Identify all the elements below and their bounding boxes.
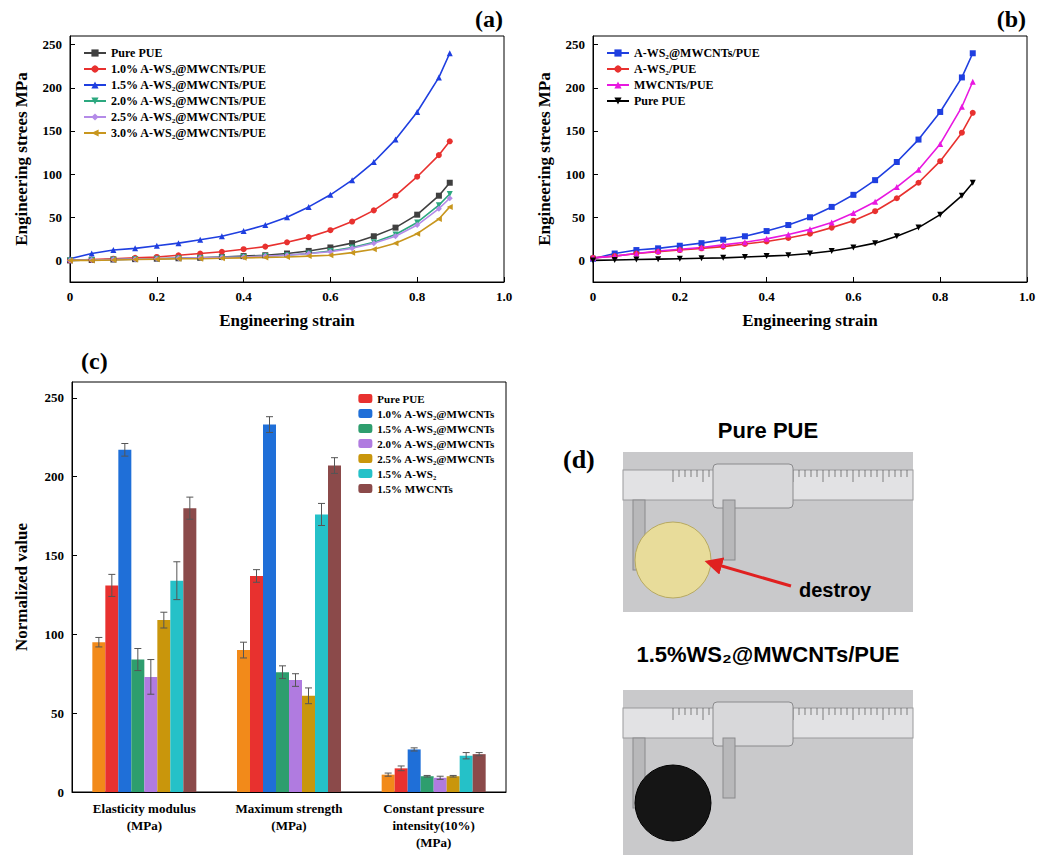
svg-text:Pure PUE: Pure PUE	[377, 393, 424, 405]
svg-text:Elasticity modulus: Elasticity modulus	[93, 801, 196, 816]
svg-text:50: 50	[572, 210, 585, 225]
svg-text:50: 50	[51, 706, 64, 721]
svg-text:200: 200	[43, 80, 63, 95]
svg-text:2.0% A-WS₂@MWCNTs: 2.0% A-WS₂@MWCNTs	[377, 438, 495, 450]
svg-text:(MPa): (MPa)	[271, 818, 306, 833]
svg-text:1.5% A-WS₂@MWCNTs/PUE: 1.5% A-WS₂@MWCNTs/PUE	[111, 78, 266, 92]
svg-text:2.5% A-WS₂@MWCNTs/PUE: 2.5% A-WS₂@MWCNTs/PUE	[111, 110, 266, 124]
svg-text:MWCNTs/PUE: MWCNTs/PUE	[634, 78, 714, 92]
svg-text:intensity(10%): intensity(10%)	[392, 818, 474, 833]
svg-text:1.0% A-WS₂@MWCNTs/PUE: 1.0% A-WS₂@MWCNTs/PUE	[111, 62, 266, 76]
svg-text:destroy: destroy	[799, 579, 872, 601]
svg-text:250: 250	[566, 37, 586, 52]
svg-text:1.5% A-WS₂@MWCNTs: 1.5% A-WS₂@MWCNTs	[377, 423, 495, 435]
svg-text:200: 200	[566, 80, 586, 95]
svg-text:Pure PUE: Pure PUE	[111, 46, 162, 60]
svg-text:Constant pressure: Constant pressure	[383, 801, 484, 816]
svg-text:3.0% A-WS₂@MWCNTs/PUE: 3.0% A-WS₂@MWCNTs/PUE	[111, 126, 266, 140]
svg-text:0.6: 0.6	[845, 289, 862, 304]
svg-text:150: 150	[566, 123, 586, 138]
svg-text:(b): (b)	[997, 6, 1026, 32]
svg-text:(d): (d)	[563, 445, 595, 474]
svg-text:Engineering strain: Engineering strain	[742, 311, 878, 330]
svg-text:0: 0	[579, 253, 586, 268]
svg-text:A-WS₂/PUE: A-WS₂/PUE	[634, 62, 696, 76]
svg-text:2.5% A-WS₂@MWCNTs: 2.5% A-WS₂@MWCNTs	[377, 453, 495, 465]
svg-text:0.2: 0.2	[149, 289, 165, 304]
svg-text:100: 100	[566, 167, 586, 182]
svg-text:250: 250	[43, 37, 63, 52]
svg-text:0.8: 0.8	[932, 289, 949, 304]
svg-text:0.4: 0.4	[758, 289, 775, 304]
svg-text:2.0% A-WS₂@MWCNTs/PUE: 2.0% A-WS₂@MWCNTs/PUE	[111, 94, 266, 108]
svg-text:(a): (a)	[475, 6, 503, 32]
svg-text:1.5% MWCNTs: 1.5% MWCNTs	[377, 483, 453, 495]
svg-text:Normalized value: Normalized value	[12, 523, 31, 651]
svg-text:0: 0	[590, 289, 597, 304]
svg-text:100: 100	[45, 627, 65, 642]
svg-text:1.5% A-WS₂: 1.5% A-WS₂	[377, 468, 437, 480]
svg-text:A-WS₂@MWCNTs/PUE: A-WS₂@MWCNTs/PUE	[634, 46, 760, 60]
svg-text:1.0: 1.0	[1019, 289, 1035, 304]
svg-text:Pure PUE: Pure PUE	[718, 418, 818, 443]
svg-text:0: 0	[56, 253, 63, 268]
svg-text:Pure PUE: Pure PUE	[634, 94, 685, 108]
svg-text:Engineering strain: Engineering strain	[219, 311, 355, 330]
svg-text:0.8: 0.8	[409, 289, 426, 304]
svg-text:0: 0	[67, 289, 74, 304]
svg-text:0.2: 0.2	[672, 289, 688, 304]
svg-text:150: 150	[45, 548, 65, 563]
svg-text:1.0% A-WS₂@MWCNTs: 1.0% A-WS₂@MWCNTs	[377, 408, 495, 420]
svg-text:(MPa): (MPa)	[127, 818, 162, 833]
svg-text:0: 0	[58, 785, 65, 800]
svg-text:0.6: 0.6	[322, 289, 339, 304]
svg-text:100: 100	[43, 167, 63, 182]
svg-text:150: 150	[43, 123, 63, 138]
svg-text:200: 200	[45, 469, 65, 484]
svg-text:Engineering strees MPa: Engineering strees MPa	[535, 72, 554, 246]
svg-text:1.5%WS₂@MWCNTs/PUE: 1.5%WS₂@MWCNTs/PUE	[636, 642, 899, 667]
svg-text:0.4: 0.4	[235, 289, 252, 304]
svg-text:1.0: 1.0	[496, 289, 512, 304]
svg-text:Engineering strees MPa: Engineering strees MPa	[12, 72, 31, 246]
svg-text:50: 50	[49, 210, 62, 225]
svg-text:Maximum strength: Maximum strength	[235, 801, 343, 816]
svg-text:(MPa): (MPa)	[416, 835, 451, 850]
svg-text:250: 250	[45, 390, 65, 405]
svg-text:(c): (c)	[81, 348, 108, 374]
